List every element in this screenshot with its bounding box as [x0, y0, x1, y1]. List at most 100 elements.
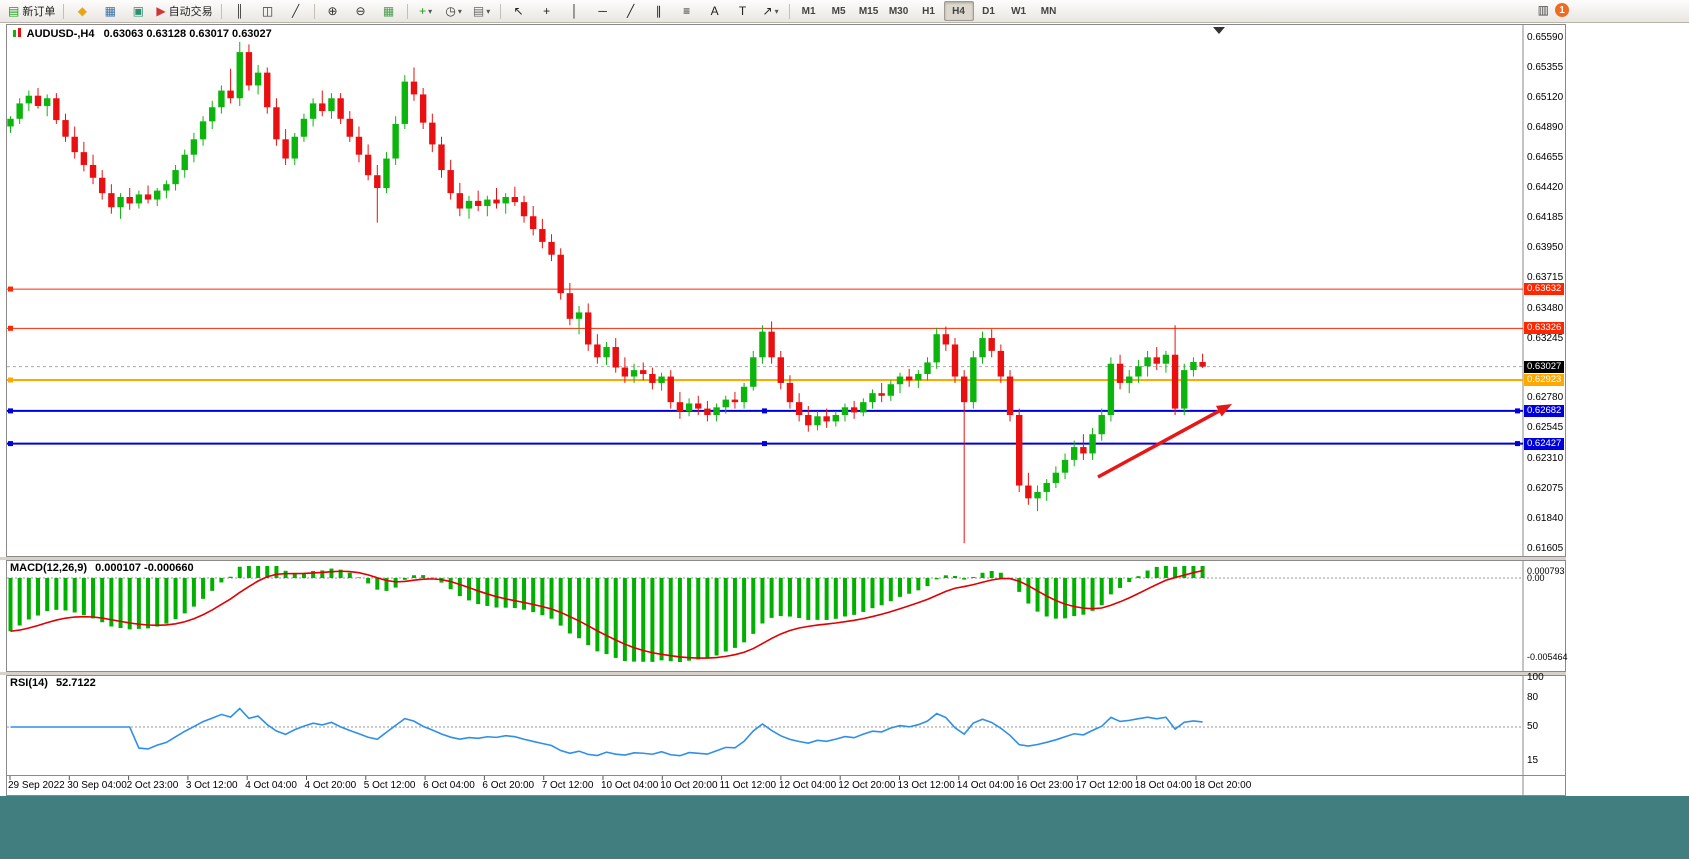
market-watch-button[interactable]: ▦ — [96, 1, 124, 21]
bar-chart-icon: ║ — [235, 4, 244, 18]
price-axis-label: 0.61605 — [1527, 542, 1564, 554]
candlestick-chart-button[interactable]: ◫ — [254, 1, 282, 21]
rsi-line — [10, 707, 1203, 757]
zoom-out-button[interactable]: ⊖ — [347, 1, 375, 21]
panel-toggle-icon[interactable]: ▥ — [1537, 3, 1549, 17]
time-axis-label: 10 Oct 20:00 — [660, 780, 718, 791]
macd-histogram — [8, 566, 1205, 662]
rsi-axis-label: 50 — [1527, 721, 1539, 732]
chart-plot-area[interactable] — [7, 25, 1522, 556]
vertical-line-button[interactable]: │ — [561, 1, 589, 21]
price-axis-label: 0.64655 — [1527, 151, 1564, 163]
price-axis-label: 0.64420 — [1527, 182, 1564, 194]
market-watch-icon: ▦ — [104, 4, 117, 18]
price-line-badge: 0.63326 — [1524, 322, 1565, 335]
time-axis-label: 6 Oct 04:00 — [423, 780, 475, 791]
trendline-icon: ╱ — [626, 4, 635, 18]
macd-axis-label: 0.000793 — [1527, 566, 1565, 576]
auto-trading-button[interactable]: ▶ 自动交易 — [152, 1, 216, 21]
timeframe-m5-button[interactable]: M5 — [831, 5, 846, 17]
panel-divider-2[interactable] — [0, 672, 1566, 675]
panel-divider-1[interactable] — [0, 557, 1566, 560]
chart-title: AUDUSD-,H4 0.63063 0.63128 0.63017 0.630… — [12, 28, 272, 40]
crosshair-button[interactable]: + — [533, 1, 561, 21]
toolbar-right-group: ▥ 1 — [1538, 3, 1569, 17]
line-chart-button[interactable]: ╱ — [282, 1, 310, 21]
text-button[interactable]: A — [701, 1, 729, 21]
price-axis-label: 0.62075 — [1527, 482, 1564, 494]
timeframe-d1-button[interactable]: D1 — [982, 5, 995, 17]
metaeditor-button[interactable]: ◆ — [68, 1, 96, 21]
time-axis-label: 5 Oct 12:00 — [363, 780, 416, 791]
indicators-button[interactable]: + ▾ — [412, 1, 440, 21]
price-axis-label: 0.62545 — [1527, 422, 1564, 434]
price-axis-label: 0.63950 — [1527, 242, 1564, 254]
candles-layer — [7, 41, 1206, 544]
time-axis-label: 7 Oct 12:00 — [541, 780, 594, 791]
bar-chart-button[interactable]: ║ — [226, 1, 254, 21]
strategy-tester-button[interactable]: ▣ — [124, 1, 152, 21]
crosshair-icon: + — [543, 4, 551, 18]
trend-arrow[interactable] — [1097, 404, 1232, 479]
time-axis-label: 30 Sep 04:00 — [67, 780, 127, 791]
chart-symbol-period: AUDUSD-,H4 — [26, 28, 95, 40]
price-axis-label: 0.65590 — [1527, 32, 1564, 43]
chart-ohlc-values: 0.63063 0.63128 0.63017 0.63027 — [103, 28, 272, 40]
periods-button[interactable]: ◷ ▾ — [440, 1, 468, 21]
new-order-icon: ▤ — [8, 4, 20, 18]
metaeditor-icon: ◆ — [77, 4, 87, 18]
timeframe-m30-button[interactable]: M30 — [888, 5, 909, 17]
price-axis-label: 0.61840 — [1527, 512, 1564, 524]
time-ticks — [9, 776, 1197, 780]
time-axis-label: 18 Oct 20:00 — [1194, 780, 1252, 791]
zoom-in-button[interactable]: ⊕ — [319, 1, 347, 21]
desktop-background-strip — [0, 796, 1689, 859]
fibonacci-button[interactable]: ≡ — [673, 1, 701, 21]
tile-windows-button[interactable]: ▦ — [375, 1, 403, 21]
macd-axis-label: 0.00 — [1527, 573, 1545, 583]
time-axis-label: 29 Sep 2022 — [8, 780, 65, 791]
timeframe-mn-button[interactable]: MN — [1040, 5, 1057, 17]
chart-shift-marker[interactable] — [1213, 27, 1225, 34]
channel-button[interactable]: ∥ — [645, 1, 673, 21]
price-axis-label: 0.65355 — [1527, 62, 1564, 74]
text-label-button[interactable]: T — [729, 1, 757, 21]
toolbar-separator — [63, 3, 65, 19]
chart-window-icon — [13, 28, 21, 37]
macd-title: MACD(12,26,9) 0.000107 -0.000660 — [10, 562, 194, 574]
timeframe-m1-button[interactable]: M1 — [801, 5, 816, 17]
hlines-layer[interactable] — [7, 286, 1523, 447]
cursor-icon: ↖ — [513, 4, 524, 18]
rsi-axis-label: 100 — [1527, 672, 1544, 683]
caret-down-icon: ▾ — [774, 6, 779, 16]
trendline-button[interactable]: ╱ — [617, 1, 645, 21]
templates-button[interactable]: ▤ ▾ — [468, 1, 496, 21]
rsi-value: 52.7122 — [55, 677, 96, 689]
caret-down-icon: ▾ — [428, 6, 433, 16]
line-chart-icon: ╱ — [291, 4, 300, 18]
time-axis-label: 12 Oct 20:00 — [838, 780, 896, 791]
fibonacci-icon: ≡ — [683, 4, 691, 18]
arrows-button[interactable]: ↗ ▾ — [757, 1, 785, 21]
time-axis-label: 12 Oct 04:00 — [778, 780, 837, 791]
time-axis-label: 3 Oct 12:00 — [185, 780, 238, 791]
price-axis-label: 0.63715 — [1527, 272, 1564, 284]
price-axis-label: 0.62780 — [1527, 392, 1564, 404]
notification-badge[interactable]: 1 — [1555, 3, 1569, 17]
toolbar-separator — [406, 3, 408, 19]
timeframe-w1-button[interactable]: W1 — [1011, 5, 1027, 17]
vertical-line-icon: │ — [570, 4, 579, 18]
horizontal-line-button[interactable]: ─ — [589, 1, 617, 21]
timeframe-h4-button[interactable]: H4 — [943, 1, 974, 21]
toolbar-separator — [788, 3, 790, 19]
time-axis-label: 11 Oct 12:00 — [719, 780, 777, 791]
new-order-button[interactable]: ▤ 新订单 — [4, 1, 59, 21]
rsi-title: RSI(14) 52.7122 — [10, 677, 96, 689]
price-axis-label: 0.62310 — [1527, 452, 1564, 464]
cursor-button[interactable]: ↖ — [505, 1, 533, 21]
timeframe-m15-button[interactable]: M15 — [858, 5, 879, 17]
timeframe-h1-button[interactable]: H1 — [922, 5, 935, 17]
macd-values: 0.000107 -0.000660 — [95, 562, 194, 574]
arrows-icon: ↗ — [762, 4, 773, 18]
